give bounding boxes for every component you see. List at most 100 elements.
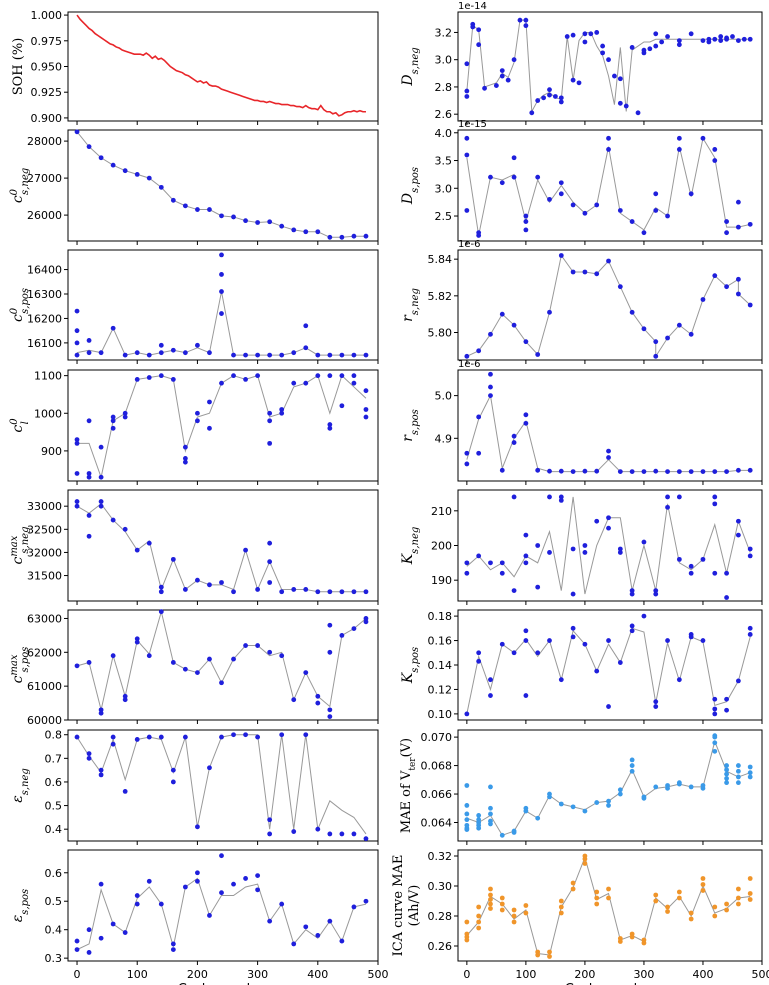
- data-point: [724, 469, 729, 475]
- plot-frame: [457, 249, 763, 361]
- data-point: [606, 455, 611, 460]
- data-point: [688, 331, 694, 337]
- data-point: [464, 811, 470, 817]
- data-point: [219, 213, 224, 219]
- data-point: [158, 589, 164, 595]
- data-point: [243, 377, 248, 382]
- data-point: [219, 580, 224, 585]
- data-point: [363, 233, 369, 239]
- plot-frame: [67, 369, 379, 482]
- y-tick-label: 0.6: [45, 867, 63, 880]
- data-point: [146, 653, 152, 659]
- data-point: [741, 36, 747, 42]
- data-point: [523, 628, 529, 634]
- y-axis-label: Ds,pos: [400, 167, 421, 205]
- data-point: [182, 666, 188, 672]
- data-point: [339, 403, 345, 409]
- data-point: [712, 501, 718, 507]
- y-tick-label: 0.975: [31, 35, 63, 48]
- data-point: [363, 388, 369, 394]
- data-point: [482, 85, 487, 91]
- data-point: [570, 269, 576, 275]
- data-point: [547, 92, 552, 98]
- data-point: [74, 437, 80, 443]
- data-point: [464, 711, 470, 717]
- data-point: [523, 339, 529, 345]
- data-point: [182, 587, 188, 592]
- data-point: [676, 322, 682, 328]
- panel-d_s_pos: 2.5 3.0 3.5 4.0 1e-15 Ds,pos: [400, 119, 763, 245]
- data-point: [676, 147, 682, 152]
- data-point: [74, 503, 80, 509]
- data-point: [488, 174, 493, 180]
- data-point: [231, 214, 236, 220]
- data-point: [558, 677, 564, 683]
- y-tick-label: 0.26: [428, 940, 453, 953]
- data-point: [243, 732, 248, 738]
- data-point: [735, 532, 741, 538]
- data-point: [712, 696, 718, 702]
- data-point: [122, 693, 128, 699]
- data-point: [315, 352, 321, 358]
- data-point: [219, 252, 224, 258]
- data-point: [724, 901, 729, 907]
- data-point: [158, 609, 164, 615]
- data-point: [243, 876, 248, 881]
- data-point: [363, 407, 369, 412]
- data-point: [547, 550, 552, 555]
- data-point: [98, 350, 104, 356]
- data-point: [582, 861, 588, 866]
- data-point: [476, 919, 482, 925]
- data-point: [594, 468, 600, 474]
- data-point: [134, 636, 140, 642]
- x-tick-label: 500: [752, 968, 769, 981]
- data-point: [158, 734, 164, 740]
- data-point: [363, 898, 369, 904]
- data-point: [735, 886, 741, 892]
- data-point: [464, 827, 470, 833]
- data-point: [635, 110, 641, 116]
- data-point: [747, 221, 753, 227]
- data-point: [464, 152, 470, 158]
- y-tick-label: 900: [41, 445, 62, 458]
- x-tick-label: 200: [187, 968, 208, 981]
- data-point: [558, 904, 564, 910]
- data-point: [303, 924, 309, 930]
- y-tick-label: 3.2: [435, 26, 453, 39]
- data-point: [641, 326, 647, 332]
- data-point: [279, 223, 285, 229]
- data-point: [158, 350, 164, 356]
- data-point: [363, 616, 369, 621]
- data-point: [267, 440, 273, 446]
- data-point: [653, 208, 659, 213]
- data-point: [279, 410, 285, 416]
- y-tick-label: 0.064: [421, 817, 453, 830]
- data-point: [712, 469, 718, 475]
- y-axis-label: Ks,pos: [400, 647, 421, 684]
- data-point: [195, 207, 200, 212]
- data-point: [735, 901, 741, 907]
- data-point: [86, 751, 92, 757]
- data-point: [629, 763, 635, 768]
- x-tick-label: 0: [463, 968, 470, 981]
- data-point: [499, 68, 505, 73]
- y-axis-label: cmaxs,pos: [9, 647, 31, 684]
- y-tick-label: 5.84: [428, 253, 453, 266]
- data-point: [558, 801, 564, 807]
- data-point: [303, 732, 309, 738]
- data-point: [86, 471, 92, 476]
- y-tick-label: 0.4: [45, 924, 63, 937]
- data-point: [617, 550, 623, 555]
- data-point: [700, 38, 706, 44]
- data-point: [735, 224, 741, 230]
- tick-offset: 1e-6: [458, 359, 481, 370]
- y-axis-label: c0s,pos: [9, 288, 31, 322]
- data-point: [219, 890, 224, 896]
- data-point: [207, 913, 212, 918]
- data-point: [665, 904, 670, 910]
- data-point: [547, 949, 552, 955]
- data-point: [712, 147, 718, 152]
- plot-frame: [457, 11, 763, 122]
- data-point: [653, 43, 659, 49]
- data-point: [351, 831, 357, 837]
